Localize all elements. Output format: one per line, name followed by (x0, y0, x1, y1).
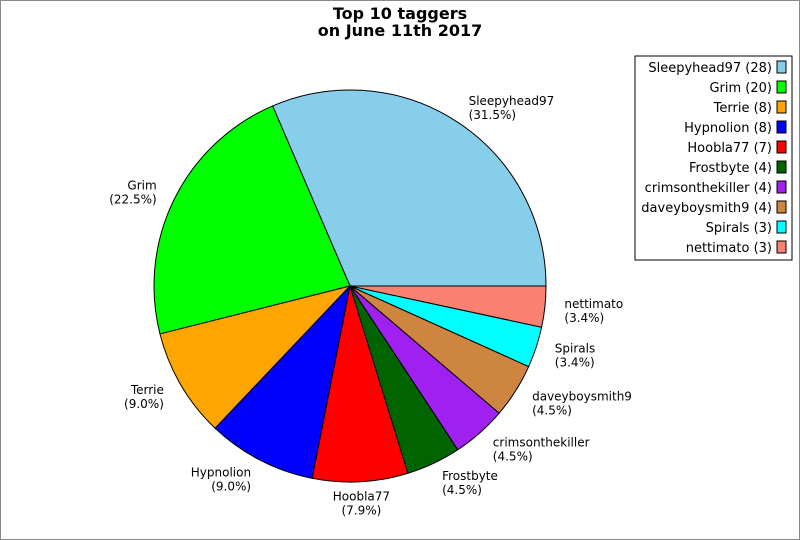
legend-entry-frostbyte: Frostbyte (4) (689, 161, 772, 176)
legend-entry-daveyboysmith9: daveyboysmith9 (4) (641, 201, 772, 216)
slice-label-name: Hoobla77 (333, 489, 390, 503)
pie-slices (153, 89, 547, 483)
slice-label-hoobla77: Hoobla77(7.9%) (333, 489, 390, 517)
legend-entry-hoobla77: Hoobla77 (7) (687, 141, 772, 156)
slice-label-crimsonthekiller: crimsonthekiller(4.5%) (493, 436, 590, 464)
slice-label-nettimato: nettimato(3.4%) (564, 297, 623, 325)
slice-label-name: Spirals (555, 341, 595, 355)
legend-swatch-nettimato (776, 240, 787, 254)
legend-swatch-daveyboysmith9 (776, 200, 787, 214)
slice-label-name: Hypnolion (191, 466, 251, 480)
legend-swatch-hypnolion (776, 120, 787, 134)
pie-slice-sleepyhead97 (271, 89, 547, 287)
legend-entry-spirals: Spirals (3) (706, 221, 772, 236)
slice-label-percent: (4.5%) (532, 403, 572, 417)
pie-slice-nettimato (349, 285, 547, 328)
slice-label-spirals: Spirals(3.4%) (555, 341, 595, 369)
slice-label-name: Grim (127, 179, 156, 193)
legend-entry-grim: Grim (20) (709, 81, 772, 96)
slice-label-percent: (4.5%) (442, 483, 482, 497)
slice-label-name: daveyboysmith9 (532, 389, 632, 403)
legend-swatch-grim (776, 80, 787, 94)
chart-title-line-2: on June 11th 2017 (318, 21, 483, 40)
pie-slice-labels: Sleepyhead97(31.5%)Grim(22.5%)Terrie(9.0… (109, 94, 632, 517)
pie-slice-grim (153, 105, 351, 335)
legend-entry-nettimato: nettimato (3) (686, 241, 772, 256)
legend-box (634, 55, 793, 261)
legend-entry-sleepyhead97: Sleepyhead97 (28) (648, 61, 772, 76)
legend-swatch-hoobla77 (776, 140, 787, 154)
slice-label-name: nettimato (564, 297, 623, 311)
pie-slice-hypnolion (214, 284, 351, 479)
legend-swatch-frostbyte (776, 160, 787, 174)
slice-label-name: crimsonthekiller (493, 436, 590, 450)
legend-swatch-sleepyhead97 (776, 60, 787, 74)
legend-swatch-crimsonthekiller (776, 180, 787, 194)
slice-label-terrie: Terrie(9.0%) (124, 383, 164, 411)
slice-label-percent: (9.0%) (211, 480, 251, 494)
slice-label-percent: (3.4%) (564, 311, 604, 325)
slice-label-percent: (22.5%) (109, 193, 156, 207)
chart-title-line-1: Top 10 taggers (333, 4, 467, 23)
legend-swatch-spirals (776, 220, 787, 234)
legend-entry-terrie: Terrie (8) (713, 101, 772, 116)
slice-label-sleepyhead97: Sleepyhead97(31.5%) (469, 94, 555, 122)
slice-label-grim: Grim(22.5%) (109, 179, 156, 207)
slice-label-percent: (9.0%) (124, 397, 164, 411)
slice-label-name: Frostbyte (442, 469, 498, 483)
pie-slice-hoobla77 (311, 285, 409, 483)
legend-entry-crimsonthekiller: crimsonthekiller (4) (645, 181, 772, 196)
slice-label-percent: (3.4%) (555, 355, 595, 369)
chart-title: Top 10 taggers on June 11th 2017 (318, 4, 483, 40)
slice-label-name: Terrie (130, 383, 164, 397)
slice-label-percent: (4.5%) (493, 450, 533, 464)
legend-swatch-terrie (776, 100, 787, 114)
legend: Sleepyhead97 (28) Grim (20) Terrie (8) Hypn… (634, 55, 793, 261)
pie-slice-terrie (159, 285, 352, 429)
legend-entry-hypnolion: Hypnolion (8) (684, 121, 772, 136)
slice-label-frostbyte: Frostbyte(4.5%) (442, 469, 498, 497)
slice-label-percent: (7.9%) (341, 503, 381, 517)
slice-label-hypnolion: Hypnolion(9.0%) (191, 466, 251, 494)
slice-label-name: Sleepyhead97 (469, 94, 555, 108)
slice-label-percent: (31.5%) (469, 108, 516, 122)
slice-label-daveyboysmith9: daveyboysmith9(4.5%) (532, 389, 632, 417)
